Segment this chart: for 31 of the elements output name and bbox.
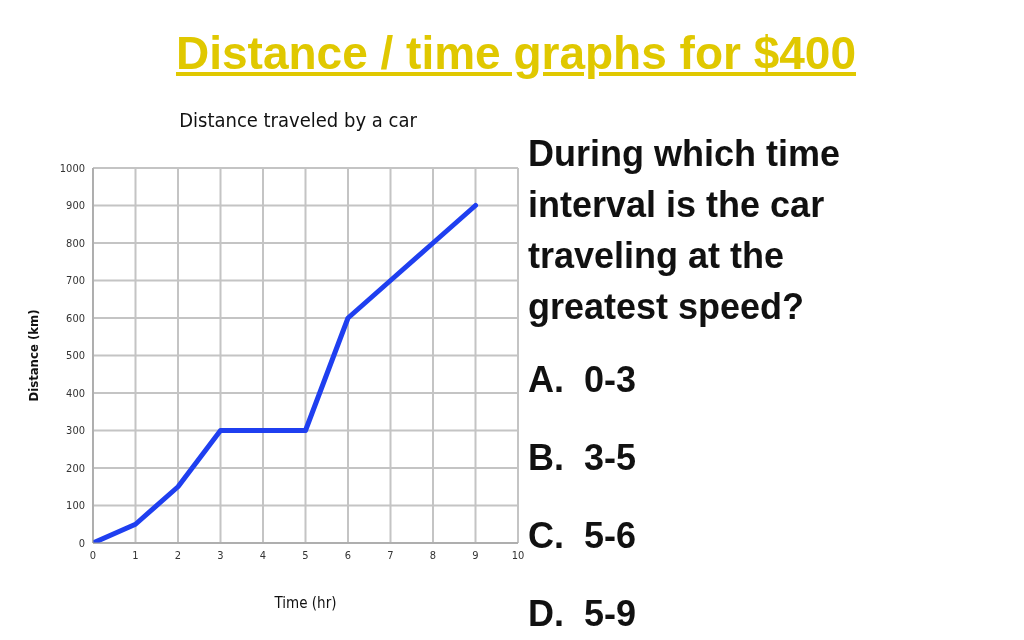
chart-subtitle: Distance traveled by a car [178,108,418,132]
x-tick-label: 4 [259,548,267,562]
x-tick-label: 10 [511,548,525,562]
text: B. 3-5 [528,436,638,480]
x-axis-title: Time (hr) [273,594,337,612]
text: C. 5-6 [528,514,638,558]
y-tick-label: 200 [66,461,85,475]
x-tick-label: 7 [387,548,394,562]
chart-title: Distance / time graphs for $400 [175,26,857,80]
text: A. 0-3 [528,358,638,402]
x-tick-label: 1 [132,548,139,562]
y-tick-label: 900 [66,199,85,213]
x-tick-label: 0 [89,548,97,562]
y-tick-label: 700 [66,274,85,288]
y-tick-label: 0 [78,536,85,550]
x-tick-label: 9 [472,548,479,562]
x-tick-label: 8 [429,548,437,562]
x-tick-label: 6 [344,548,352,562]
x-tick-label: 2 [174,548,182,562]
y-tick-label: 600 [66,311,85,325]
y-tick-label: 100 [66,499,85,513]
x-tick-label: 5 [302,548,309,562]
y-axis-title: Distance (km) [25,309,41,402]
y-tick-label: 500 [66,349,85,363]
text: D. 5-9 [528,592,638,636]
y-tick-label: 300 [66,424,85,438]
text: During which time interval is the car traveling at the greatest speed? [528,132,841,329]
y-tick-label: 800 [66,236,85,250]
y-tick-label: 400 [66,386,85,400]
y-tick-label: 1000 [59,161,85,175]
x-tick-label: 3 [217,548,224,562]
